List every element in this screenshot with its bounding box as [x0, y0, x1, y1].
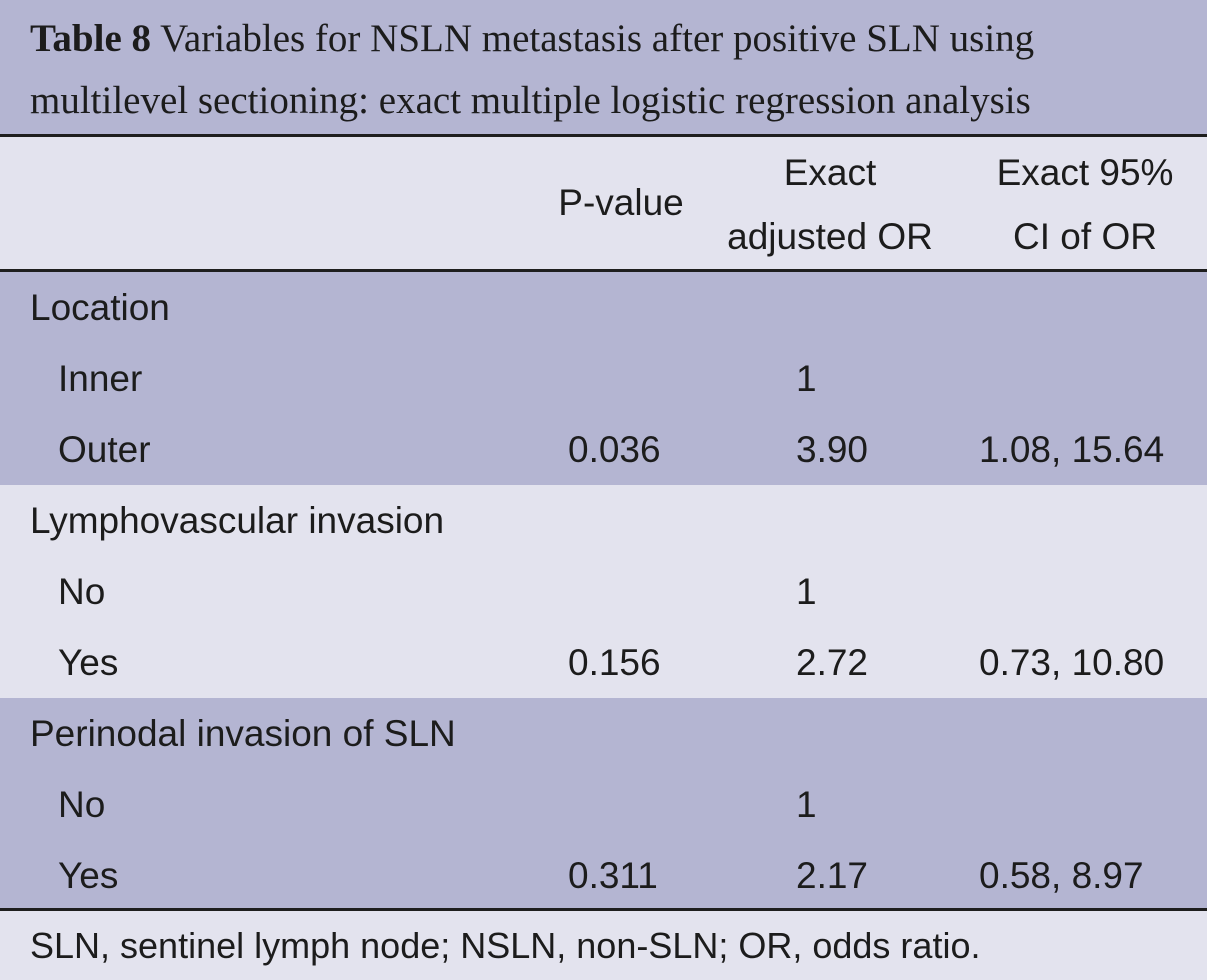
header-rule [0, 269, 1207, 272]
table-row: Yes 0.156 2.72 0.73, 10.80 [0, 627, 1207, 698]
row-pvalue: 0.156 [568, 642, 661, 683]
row-label: No [58, 571, 106, 612]
header-or-line2: adjusted OR [727, 216, 933, 257]
row-pvalue: 0.311 [568, 855, 658, 896]
row-or: 1 [796, 358, 817, 399]
row-ci: 0.58, 8.97 [979, 855, 1144, 896]
row-label: No [58, 784, 106, 825]
table-number: Table 8 [30, 17, 152, 60]
row-or: 1 [796, 784, 817, 825]
table-row: Yes 0.311 2.17 0.58, 8.97 [0, 840, 1207, 911]
row-ci: 1.08, 15.64 [979, 429, 1165, 470]
table-caption: Table 8 Variables for NSLN metastasis af… [0, 0, 1207, 134]
row-label: Outer [58, 429, 151, 470]
top-rule [0, 134, 1207, 137]
row-label: Inner [58, 358, 143, 399]
group-title: Lymphovascular invasion [30, 500, 445, 541]
caption-title-2: multilevel sectioning: exact multiple lo… [30, 79, 1031, 122]
group-title-row: Lymphovascular invasion [0, 485, 1207, 556]
row-or: 1 [796, 571, 817, 612]
header-ci-line1: Exact 95% [996, 152, 1174, 193]
group-location: Location Inner 1 Outer 0.036 3.90 1.08, … [0, 272, 1207, 485]
bottom-rule [0, 908, 1207, 911]
table-row: No 1 [0, 556, 1207, 627]
group-perinodal: Perinodal invasion of SLN No 1 Yes 0.311… [0, 698, 1207, 909]
table-row: No 1 [0, 769, 1207, 840]
caption-title-1: Variables for NSLN metastasis after posi… [160, 17, 1035, 60]
group-title-row: Location [0, 272, 1207, 343]
caption-line-1: Table 8 Variables for NSLN metastasis af… [30, 8, 1187, 70]
group-title: Perinodal invasion of SLN [30, 713, 456, 754]
table-row: Inner 1 [0, 343, 1207, 414]
row-or: 3.90 [796, 429, 869, 470]
header-or-line1: Exact [783, 152, 877, 193]
table-footnote: SLN, sentinel lymph node; NSLN, non-SLN;… [0, 911, 1207, 980]
group-title-row: Perinodal invasion of SLN [0, 698, 1207, 769]
group-title: Location [30, 287, 170, 328]
table-header: P-value Exact adjusted OR Exact 95% CI o… [0, 137, 1207, 269]
group-lymphovascular: Lymphovascular invasion No 1 Yes 0.156 2… [0, 485, 1207, 698]
row-label: Yes [58, 855, 119, 896]
header-ci-line2: CI of OR [1013, 216, 1157, 257]
row-or: 2.17 [796, 855, 869, 896]
table-row: Outer 0.036 3.90 1.08, 15.64 [0, 414, 1207, 485]
row-label: Yes [58, 642, 119, 683]
header-pvalue: P-value [558, 182, 684, 223]
row-ci: 0.73, 10.80 [979, 642, 1165, 683]
row-or: 2.72 [796, 642, 869, 683]
row-pvalue: 0.036 [568, 429, 661, 470]
